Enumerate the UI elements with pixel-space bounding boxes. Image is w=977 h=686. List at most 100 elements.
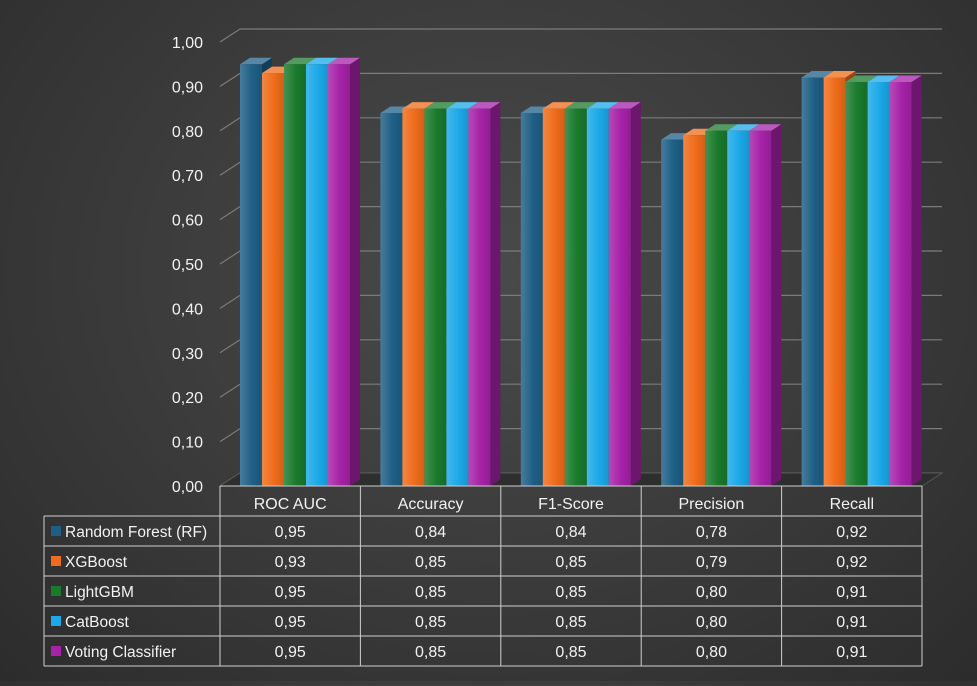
legend-key: [51, 586, 61, 596]
bar: [262, 73, 284, 486]
bar-top: [867, 75, 900, 82]
data-table: ROC AUC Accuracy F1-Score Precision Recall Ra…: [43, 485, 923, 667]
data-label: 0,91: [836, 644, 867, 661]
legend-label: Voting Classifier: [65, 644, 176, 661]
bar: [845, 81, 868, 487]
y-tick-label: 0,00: [172, 479, 203, 496]
data-label: 0,85: [415, 644, 446, 661]
data-label: 0,85: [415, 584, 446, 601]
legend-label: LightGBM: [65, 584, 134, 601]
category-label: Accuracy: [398, 496, 464, 513]
data-label: 0,84: [555, 524, 586, 541]
bar-precision-4: [749, 124, 782, 487]
data-label: 0,85: [555, 614, 586, 631]
data-label: 0,95: [275, 524, 306, 541]
bars: [240, 57, 922, 487]
bar: [661, 139, 684, 486]
gridline-depth: [219, 294, 241, 309]
bar: [424, 108, 447, 486]
data-label: 0,95: [275, 614, 306, 631]
bar-top: [705, 124, 738, 131]
bar: [608, 108, 631, 486]
y-tick-label: 0,70: [172, 168, 203, 185]
gridline-depth: [219, 28, 241, 43]
bar-top: [845, 75, 878, 82]
bar: [468, 108, 491, 486]
bar: [705, 130, 728, 487]
data-label: 0,85: [555, 584, 586, 601]
bar: [520, 113, 543, 486]
bar-top: [727, 124, 760, 131]
gridline-depth: [219, 428, 241, 443]
data-label: 0,92: [836, 554, 867, 571]
y-tick-label: 0,80: [172, 124, 203, 141]
data-label: 0,78: [696, 524, 727, 541]
bar: [801, 77, 824, 487]
data-label: 0,85: [415, 554, 446, 571]
bar-accuracy-4: [468, 102, 501, 486]
bar-top: [823, 71, 856, 78]
data-label: 0,80: [696, 644, 727, 661]
bar-top: [240, 57, 272, 65]
bar: [586, 108, 609, 486]
gridline-depth: [219, 117, 241, 132]
category-label: ROC AUC: [254, 496, 327, 513]
bar-top: [424, 102, 457, 109]
bar-top: [889, 75, 922, 82]
bar: [240, 64, 262, 486]
bar: [749, 130, 772, 487]
bar-recall-4: [889, 75, 922, 487]
bar-side: [771, 124, 782, 487]
bar-top: [328, 57, 360, 65]
data-label: 0,85: [555, 554, 586, 571]
bar: [683, 135, 706, 487]
y-tick-label: 1,00: [172, 35, 203, 52]
bar-side: [911, 75, 922, 487]
y-tick-label: 0,60: [172, 213, 203, 230]
gridline-depth: [219, 339, 241, 354]
bar-top: [586, 102, 619, 109]
bar: [727, 130, 750, 487]
data-label: 0,91: [836, 584, 867, 601]
category-label: Precision: [678, 496, 744, 513]
data-label: 0,85: [555, 644, 586, 661]
data-label: 0,93: [275, 554, 306, 571]
bar: [823, 77, 846, 487]
bar: [867, 81, 890, 487]
y-tick-label: 0,30: [172, 346, 203, 363]
gridline-depth: [219, 161, 241, 176]
data-label: 0,84: [415, 524, 446, 541]
y-tick-label: 0,20: [172, 390, 203, 407]
gridline-depth: [219, 383, 241, 398]
data-label: 0,95: [275, 584, 306, 601]
gridline-depth: [219, 72, 241, 87]
data-label: 0,91: [836, 614, 867, 631]
legend-label: CatBoost: [65, 614, 129, 631]
bar-top: [468, 102, 501, 109]
category-label: F1-Score: [538, 496, 604, 513]
legend-key: [51, 616, 61, 626]
y-tick-label: 0,50: [172, 257, 203, 274]
gridline-depth: [219, 206, 241, 221]
bar: [284, 64, 306, 486]
bar: [402, 108, 425, 486]
data-label: 0,92: [836, 524, 867, 541]
bar: [564, 108, 587, 486]
gridline-depth: [219, 250, 241, 265]
bar-top: [749, 124, 782, 131]
bar-top: [306, 57, 338, 65]
bar: [306, 64, 328, 486]
bar-top: [801, 71, 834, 78]
legend-key: [51, 556, 61, 566]
legend-key: [51, 526, 61, 536]
bar-side: [630, 102, 641, 486]
bar-f1-score-4: [608, 102, 641, 486]
bar-top: [446, 102, 479, 109]
data-label: 0,80: [696, 614, 727, 631]
bar-top: [284, 57, 316, 65]
data-label: 0,79: [696, 554, 727, 571]
legend-label: Random Forest (RF): [65, 524, 207, 541]
bar-side: [350, 57, 360, 486]
legend-label: XGBoost: [65, 554, 128, 571]
